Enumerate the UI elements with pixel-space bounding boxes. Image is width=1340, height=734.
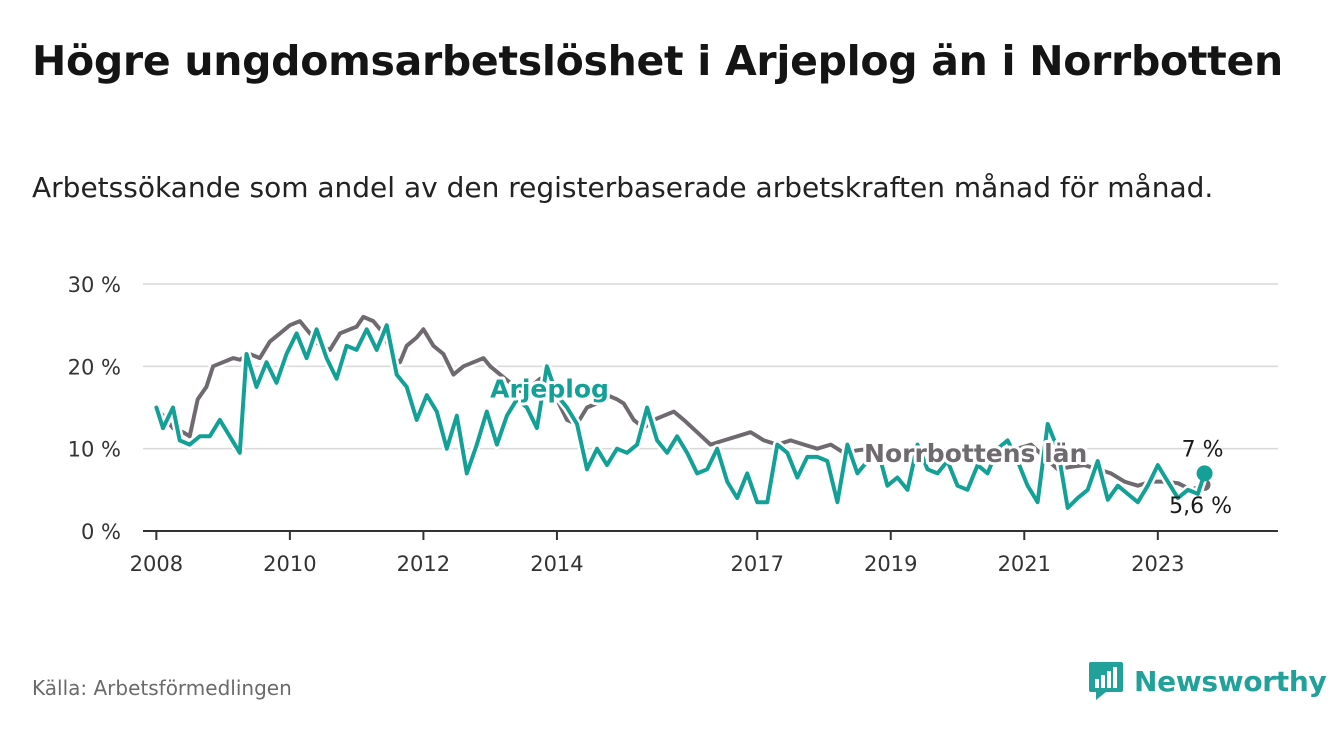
source-note: Källa: Arbetsförmedlingen [32,676,292,700]
bar-chart-icon [1089,662,1123,700]
x-tick-label: 2012 [397,552,450,576]
y-tick-label: 0 % [81,520,121,544]
y-tick-label: 10 % [68,438,121,462]
chart-subtitle: Arbetssökande som andel av den registerb… [32,171,1214,204]
x-tick-label: 2010 [263,552,316,576]
y-tick-label: 20 % [68,355,121,379]
x-tick-label: 2017 [731,552,784,576]
series-label-arjeplog: Arjeplog [490,375,609,404]
chart-title: Högre ungdomsarbetslöshet i Arjeplog än … [32,37,1283,85]
series-line-arjeplog [154,323,1207,510]
end-label-norrbotten: 5,6 % [1169,494,1232,519]
brand-logo: Newsworthy [1088,660,1327,702]
x-tick-label: 2008 [130,552,183,576]
y-tick-label: 30 % [68,273,121,297]
x-tick-label: 2019 [864,552,917,576]
end-point-arjeplog [1196,465,1213,482]
x-tick-label: 2021 [998,552,1051,576]
brand-name: Newsworthy [1134,664,1327,698]
line-chart: 0 % 10 % 20 % 30 % 5,6 % 7 % Arjeplog Norrbott… [68,273,1278,576]
x-tick-label: 2014 [530,552,583,576]
end-label-arjeplog: 7 % [1182,437,1224,462]
series-label-norrbotten: Norrbottens län [864,439,1087,468]
x-tick-label: 2023 [1131,552,1184,576]
